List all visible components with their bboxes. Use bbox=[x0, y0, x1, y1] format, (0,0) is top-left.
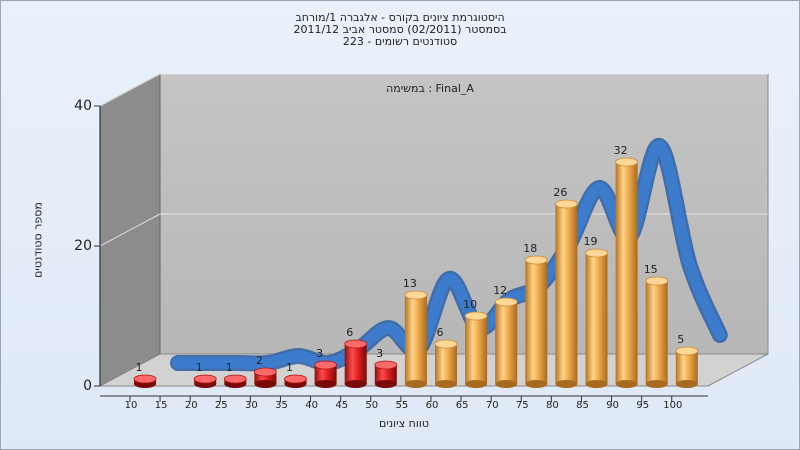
bar-value-label: 1 bbox=[196, 361, 203, 374]
bar-value-label: 18 bbox=[523, 242, 537, 255]
bar-base bbox=[645, 380, 668, 388]
bar-value-label: 12 bbox=[493, 284, 507, 297]
bar-base bbox=[585, 380, 608, 388]
bar-base bbox=[615, 380, 638, 388]
bar-value-label: 15 bbox=[644, 263, 658, 276]
bar-value-label: 19 bbox=[584, 235, 598, 248]
bar-value-label: 26 bbox=[553, 186, 567, 199]
bar-body bbox=[314, 365, 337, 384]
x-tick-label: 15 bbox=[155, 400, 168, 411]
bar-value-label: 1 bbox=[286, 361, 293, 374]
bar-body bbox=[495, 302, 518, 384]
bar-base bbox=[495, 380, 518, 388]
bar-base bbox=[344, 380, 367, 388]
bar-cap bbox=[314, 360, 338, 370]
bar-base bbox=[555, 380, 578, 388]
bar-value-label: 1 bbox=[226, 361, 233, 374]
x-tick-label: 95 bbox=[636, 400, 649, 411]
bar-body bbox=[465, 316, 488, 384]
y-tick-label: 40 bbox=[74, 98, 92, 114]
task-annotation: במשימה : Final_A bbox=[386, 82, 474, 95]
y-tick-label: 20 bbox=[74, 238, 92, 254]
bar-body bbox=[525, 260, 548, 384]
chart-title-line-2: בסמסטר (02/2011) סמסטר אביב 2011/12 bbox=[293, 23, 507, 36]
bar-body bbox=[675, 351, 698, 384]
bar-base bbox=[525, 380, 548, 388]
bar-body bbox=[555, 204, 578, 384]
x-tick-label: 75 bbox=[516, 400, 529, 411]
gridline-side bbox=[99, 213, 161, 247]
gridline-side bbox=[99, 73, 161, 107]
bar-cap bbox=[645, 276, 669, 286]
bar-base bbox=[675, 380, 698, 388]
x-tick-label: 55 bbox=[396, 400, 409, 411]
bar-value-label: 6 bbox=[437, 326, 444, 339]
bar-cap bbox=[344, 339, 368, 349]
bar-body bbox=[374, 365, 397, 384]
bar-cap bbox=[585, 248, 608, 258]
x-tick-label: 50 bbox=[365, 400, 378, 411]
x-tick-label: 65 bbox=[456, 400, 469, 411]
bar-cap bbox=[524, 255, 548, 265]
bar-cap bbox=[404, 290, 428, 300]
bar-base bbox=[314, 380, 337, 388]
bar-cap bbox=[675, 346, 699, 356]
bar-base bbox=[254, 380, 277, 388]
bar-cap bbox=[284, 374, 307, 384]
bar-value-label: 6 bbox=[346, 326, 353, 339]
bar-base bbox=[374, 380, 397, 388]
x-tick-label: 60 bbox=[426, 400, 439, 411]
bar-value-label: 13 bbox=[403, 277, 417, 290]
bar-body bbox=[404, 295, 427, 384]
bar-body bbox=[344, 344, 367, 384]
x-tick-label: 30 bbox=[245, 400, 258, 411]
x-tick-label: 40 bbox=[305, 400, 318, 411]
bar-cap bbox=[374, 360, 398, 370]
bar-base bbox=[465, 380, 488, 388]
x-axis-label: טווח ציונים bbox=[379, 417, 429, 430]
x-tick-label: 10 bbox=[125, 400, 138, 411]
bar-body bbox=[645, 281, 668, 384]
x-tick-label: 20 bbox=[185, 400, 198, 411]
bar-cap bbox=[615, 157, 638, 167]
x-tick-label: 90 bbox=[606, 400, 619, 411]
bar-value-label: 3 bbox=[316, 347, 323, 360]
bar-cap bbox=[133, 374, 157, 384]
bar-cap bbox=[464, 311, 488, 321]
bar-cap bbox=[555, 199, 578, 209]
x-tick-label: 25 bbox=[215, 400, 228, 411]
bar-cap bbox=[193, 374, 217, 384]
bar-cap bbox=[253, 367, 277, 377]
chart-title-line-3: סטודנטים רשומים - 223 bbox=[342, 35, 458, 48]
x-tick-label: 85 bbox=[576, 400, 589, 411]
x-tick-label: 100 bbox=[663, 400, 682, 411]
y-tick-label: 0 bbox=[83, 378, 92, 394]
bar-value-label: 10 bbox=[463, 298, 477, 311]
bar-value-label: 32 bbox=[614, 144, 628, 157]
x-tick-label: 45 bbox=[335, 400, 348, 411]
bar-cap bbox=[434, 339, 458, 349]
bar-value-label: 2 bbox=[256, 354, 263, 367]
x-tick-label: 80 bbox=[546, 400, 559, 411]
bar-base bbox=[435, 380, 457, 388]
bar-base bbox=[404, 380, 427, 388]
bar-body bbox=[435, 344, 457, 384]
bar-value-label: 3 bbox=[376, 347, 383, 360]
x-tick-label: 35 bbox=[275, 400, 288, 411]
bar-body bbox=[615, 162, 638, 384]
chart-title-line-1: היסטוגרמת ציונים בקורס - אלגברה 1/מורחב bbox=[295, 11, 505, 24]
bar-value-label: 1 bbox=[136, 361, 143, 374]
bar-cap bbox=[494, 297, 518, 307]
bar-body bbox=[585, 253, 608, 384]
bar-cap bbox=[223, 374, 247, 384]
y-axis-label: מספר סטודנטים bbox=[31, 202, 45, 278]
bar-value-label: 5 bbox=[677, 333, 684, 346]
x-tick-label: 70 bbox=[486, 400, 499, 411]
